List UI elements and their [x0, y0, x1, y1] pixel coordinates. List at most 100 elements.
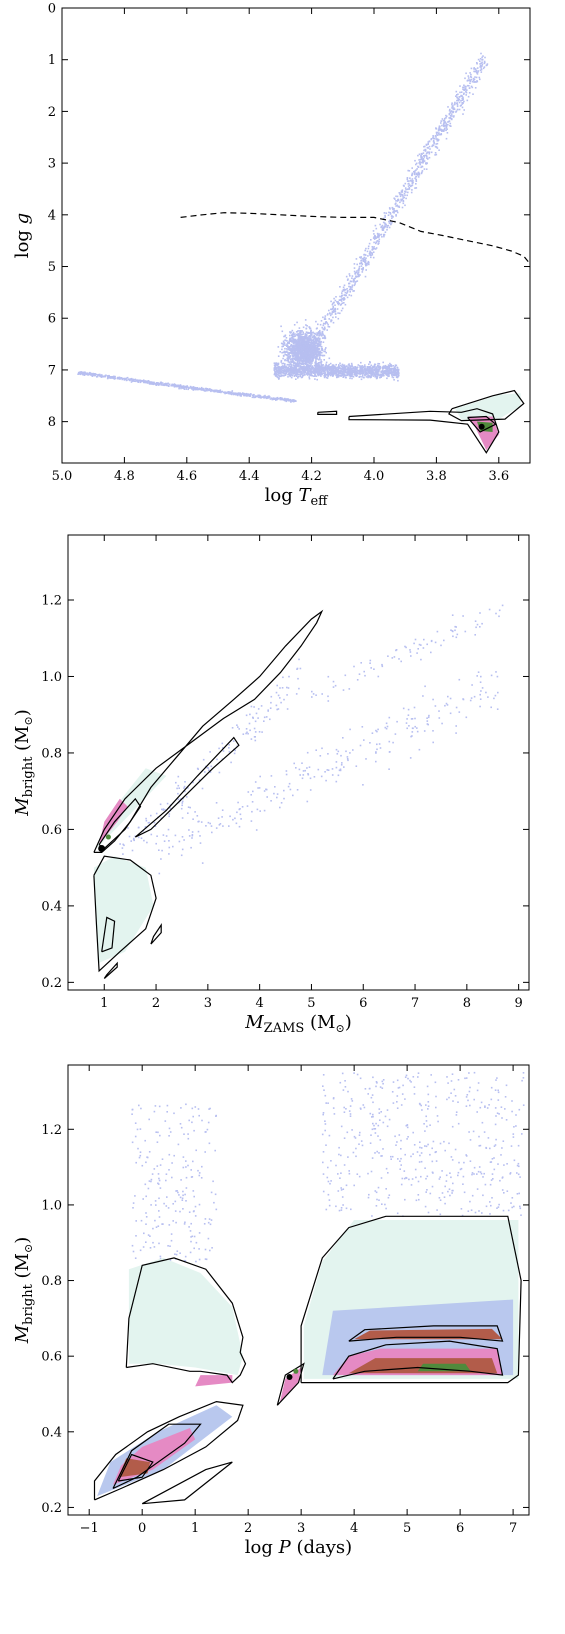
scatter-point: [333, 310, 335, 312]
scatter-point: [277, 397, 279, 399]
scatter-point: [359, 274, 361, 276]
scatter-point: [418, 166, 420, 168]
scatter-point: [407, 179, 409, 181]
scatter-point: [329, 313, 331, 315]
scatter-point: [280, 326, 282, 328]
scatter-point: [286, 694, 288, 696]
scatter-point: [303, 371, 305, 373]
scatter-point: [421, 153, 423, 155]
scatter-point: [448, 117, 450, 119]
scatter-point: [447, 121, 449, 123]
scatter-point: [441, 125, 443, 127]
scatter-point: [182, 836, 184, 838]
scatter-point: [462, 99, 464, 101]
scatter-point: [406, 718, 408, 720]
scatter-point: [457, 109, 459, 111]
scatter-point: [283, 341, 285, 343]
scatter-point: [469, 79, 471, 81]
scatter-point: [471, 79, 473, 81]
scatter-point: [391, 374, 393, 376]
scatter-point: [362, 263, 364, 265]
scatter-point: [312, 337, 314, 339]
scatter-point: [335, 368, 337, 370]
scatter-point: [123, 845, 125, 847]
scatter-point: [386, 723, 388, 725]
scatter-point: [467, 85, 469, 87]
scatter-point: [324, 373, 326, 375]
scatter-point: [433, 142, 435, 144]
scatter-point: [407, 189, 409, 191]
density-peak-marker: [479, 424, 485, 430]
scatter-point: [338, 318, 340, 320]
scatter-point: [426, 144, 428, 146]
scatter-point: [369, 366, 371, 368]
scatter-point: [406, 195, 408, 197]
scatter-point: [275, 371, 277, 373]
scatter-point: [281, 363, 283, 365]
scatter-point: [386, 229, 388, 231]
scatter-point: [175, 385, 177, 387]
scatter-point: [339, 313, 341, 315]
scatter-point: [169, 384, 171, 386]
scatter-point: [378, 241, 380, 243]
scatter-point: [337, 367, 339, 369]
scatter-point: [395, 200, 397, 202]
scatter-point: [236, 724, 238, 726]
scatter-point: [476, 80, 478, 82]
scatter-point: [205, 388, 207, 390]
scatter-point: [260, 395, 262, 397]
scatter-point: [358, 268, 360, 270]
scatter-point: [299, 365, 301, 367]
scatter-point: [342, 376, 344, 378]
scatter-point: [305, 342, 307, 344]
scatter-point: [234, 753, 236, 755]
scatter-point: [300, 330, 302, 332]
scatter-point: [289, 340, 291, 342]
scatter-point: [170, 807, 172, 809]
scatter-point: [306, 334, 308, 336]
scatter-point: [286, 770, 288, 772]
scatter-point: [293, 332, 295, 334]
scatter-point: [354, 370, 356, 372]
scatter-point: [474, 696, 476, 698]
scatter-point: [338, 370, 340, 372]
scatter-point: [305, 324, 307, 326]
scatter-point: [168, 816, 170, 818]
scatter-point: [298, 376, 300, 378]
scatter-point: [283, 699, 285, 701]
scatter-point: [417, 155, 419, 157]
scatter-point: [282, 677, 284, 679]
scatter-point: [389, 208, 391, 210]
scatter-point: [151, 834, 153, 836]
scatter-point: [216, 827, 218, 829]
scatter-point: [441, 129, 443, 131]
scatter-point: [277, 363, 279, 365]
scatter-point: [342, 737, 344, 739]
scatter-point: [295, 767, 297, 769]
scatter-point: [340, 769, 342, 771]
scatter-point: [144, 381, 146, 383]
scatter-point: [375, 730, 377, 732]
scatter-point: [379, 377, 381, 379]
scatter-point: [383, 372, 385, 374]
scatter-point: [462, 113, 464, 115]
scatter-point: [348, 286, 350, 288]
contour-line: [318, 411, 337, 414]
scatter-point: [317, 344, 319, 346]
scatter-point: [388, 214, 390, 216]
scatter-point: [238, 392, 240, 394]
scatter-point: [407, 177, 409, 179]
scatter-point: [293, 342, 295, 344]
scatter-point: [273, 793, 275, 795]
scatter-point: [375, 225, 377, 227]
scatter-point: [386, 378, 388, 380]
scatter-point: [309, 766, 311, 768]
scatter-point: [297, 335, 299, 337]
scatter-point: [337, 301, 339, 303]
scatter-point: [321, 776, 323, 778]
scatter-point: [363, 739, 365, 741]
scatter-point: [396, 210, 398, 212]
scatter-point: [450, 112, 452, 114]
scatter-point: [317, 369, 319, 371]
scatter-point: [231, 394, 233, 396]
